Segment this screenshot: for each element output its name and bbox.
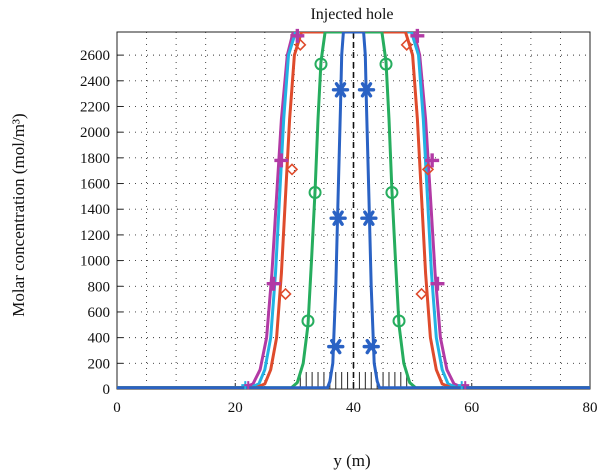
series-marker-4: [266, 276, 281, 291]
series-line-2: [117, 32, 590, 389]
x-axis-label: y (m): [333, 451, 370, 470]
y-tick-label: 2400: [80, 74, 110, 90]
series-line-4: [117, 32, 590, 389]
series-marker-0: [331, 82, 350, 98]
y-tick-label: 400: [88, 331, 111, 347]
baseline-marker: [244, 381, 253, 390]
y-tick-label: 600: [88, 305, 111, 321]
series-marker-0: [329, 210, 347, 226]
grid: [117, 32, 590, 389]
series-marker-4: [425, 153, 440, 168]
y-axis-label: Molar concentration (mol/m³): [9, 113, 28, 316]
x-tick-label: 60: [464, 400, 479, 416]
x-tick-label: 40: [346, 400, 361, 416]
series-marker-4: [274, 153, 289, 168]
y-tick-label: 0: [103, 382, 111, 398]
y-tick-label: 1400: [80, 202, 110, 218]
series-marker-3: [294, 38, 307, 51]
baseline-marker: [461, 381, 470, 390]
series-marker-3: [421, 163, 435, 176]
y-tick-label: 1200: [80, 228, 110, 244]
series-marker-3: [285, 163, 299, 176]
series-marker-4: [290, 28, 305, 43]
y-tick-label: 1600: [80, 177, 110, 193]
series-marker-0: [327, 338, 345, 355]
series-marker-1: [379, 57, 393, 71]
y-tick-label: 2200: [80, 99, 110, 115]
series-marker-1: [301, 314, 315, 328]
y-tick-label: 200: [88, 356, 111, 372]
series-marker-1: [314, 57, 328, 71]
x-tick-label: 20: [228, 400, 243, 416]
series-marker-0: [357, 82, 376, 98]
series-marker-1: [392, 314, 406, 328]
series-marker-3: [415, 287, 428, 301]
y-tick-label: 1000: [80, 254, 110, 270]
plot-area: 0 20 40 60 800200400600800100012001400160018…: [80, 28, 598, 416]
chart-title: Injected hole: [310, 6, 393, 23]
series-line-0: [117, 32, 590, 389]
series-marker-0: [362, 338, 380, 355]
x-tick-label: 80: [583, 400, 598, 416]
y-tick-label: 800: [88, 279, 111, 295]
series-line-3: [117, 32, 590, 389]
series-marker-3: [279, 287, 292, 301]
y-tick-label: 2600: [80, 48, 110, 64]
series-marker-4: [410, 28, 425, 43]
series-marker-0: [360, 210, 378, 226]
series-marker-3: [400, 38, 413, 51]
plot-background: [117, 32, 590, 389]
series-marker-1: [308, 186, 322, 200]
series-marker-4: [430, 276, 445, 291]
y-tick-label: 1800: [80, 151, 110, 167]
series-marker-1: [385, 186, 399, 200]
series-line-1: [117, 32, 590, 389]
y-tick-label: 2000: [80, 125, 110, 141]
x-tick-label: 0: [113, 400, 121, 416]
